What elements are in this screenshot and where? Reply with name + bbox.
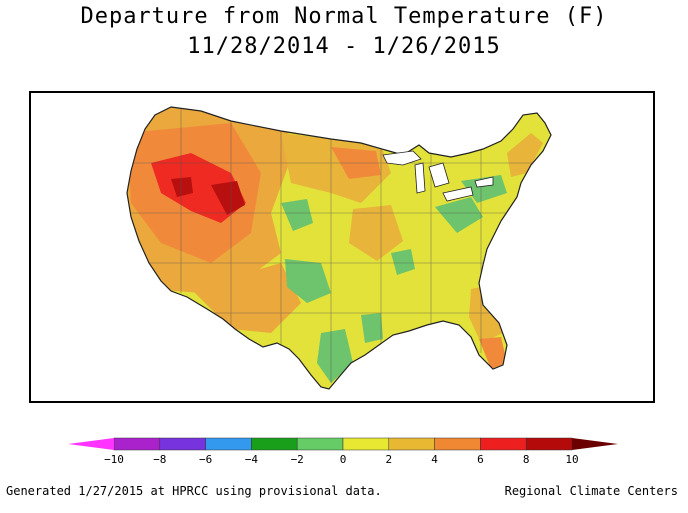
legend-tick-label: 4 — [431, 453, 438, 466]
legend-tick-label: 6 — [477, 453, 484, 466]
legend-tick-label: 8 — [522, 453, 530, 466]
legend-color-box — [251, 437, 298, 451]
legend-color-box — [480, 437, 527, 451]
legend-color-box — [388, 437, 435, 451]
color-scale-legend — [68, 437, 618, 451]
legend-tick-label: −2 — [290, 453, 304, 466]
legend-tick-label: −8 — [153, 453, 167, 466]
generated-note: Generated 1/27/2015 at HPRCC using provi… — [6, 484, 382, 498]
legend-tick-label: −6 — [198, 453, 213, 466]
usa-map-graphic — [126, 106, 552, 390]
legend-color-box — [342, 437, 390, 451]
legend-color-box — [205, 437, 252, 451]
legend-color-box — [113, 437, 161, 451]
legend-color-box — [159, 437, 206, 451]
credit-label: Regional Climate Centers — [504, 484, 678, 498]
legend-arrow-high — [572, 438, 618, 450]
legend-tick-label: 10 — [565, 453, 579, 466]
legend-tick-label: 2 — [385, 453, 393, 466]
date-range-subtitle: 11/28/2014 - 1/26/2015 — [187, 34, 501, 59]
legend-tick-label: −10 — [104, 453, 124, 466]
legend-tick-label: 0 — [339, 453, 347, 466]
legend-arrow-low — [68, 438, 114, 450]
legend-color-box — [434, 437, 481, 451]
temperature-departure-map — [29, 91, 655, 403]
legend-color-box — [296, 437, 344, 451]
legend-color-box — [525, 437, 573, 451]
map-title: Departure from Normal Temperature (F) — [80, 4, 608, 29]
legend-tick-label: −4 — [244, 453, 259, 466]
